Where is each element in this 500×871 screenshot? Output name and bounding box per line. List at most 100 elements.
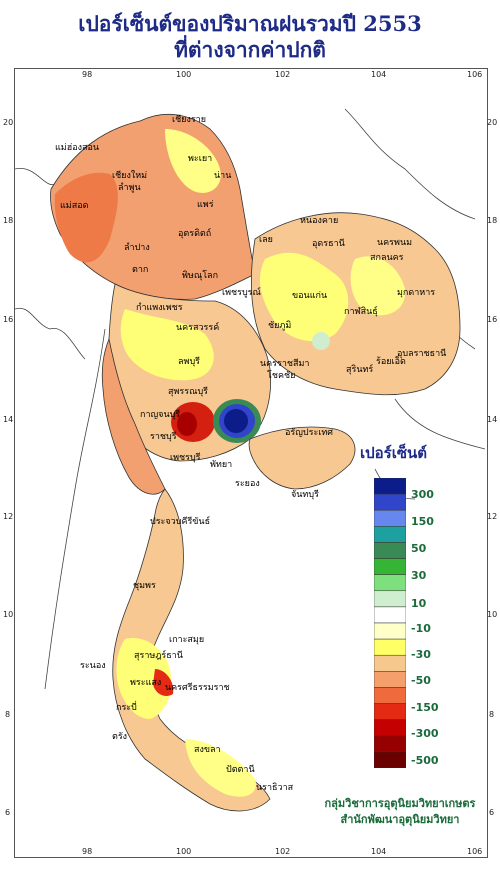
legend-label: -50 [411, 674, 431, 687]
legend-swatch [374, 526, 406, 543]
lon-tick-106-top: 106 [467, 70, 483, 79]
legend-swatch [374, 687, 406, 704]
legend-label: 50 [411, 542, 427, 555]
lon-tick-102-bottom: 102 [275, 847, 291, 856]
lat-tick-14-left: 14 [3, 415, 14, 424]
lat-tick-16-right: 16 [487, 315, 498, 324]
legend-swatch [374, 574, 406, 592]
province-label: โชคชัย [267, 371, 296, 381]
lat-tick-8-left: 8 [5, 710, 11, 719]
province-label: น่าน [214, 171, 232, 181]
province-label: ชุมพร [133, 581, 156, 591]
province-label: ระยอง [235, 479, 260, 489]
province-label: อุตรดิตถ์ [178, 229, 212, 239]
legend-label: 150 [411, 515, 434, 528]
province-label: นราธิวาส [256, 783, 294, 793]
lat-tick-12-left: 12 [3, 512, 14, 521]
legend-label: 30 [411, 569, 427, 582]
province-label: มุกดาหาร [397, 288, 436, 298]
province-label: กระบี่ [116, 703, 137, 713]
lat-tick-8-right: 8 [489, 710, 495, 719]
province-label: ลำปาง [124, 243, 150, 253]
legend-label: 10 [411, 597, 427, 610]
legend-color-bar [374, 478, 406, 768]
lon-tick-100-top: 100 [176, 70, 192, 79]
lat-tick-12-right: 12 [487, 512, 498, 521]
legend-label: -150 [411, 701, 439, 714]
legend-swatch [374, 703, 406, 720]
province-label: เลย [259, 235, 273, 245]
province-label: หนองคาย [300, 216, 339, 226]
province-label: สงขลา [194, 745, 221, 755]
province-label: กาญจนบุรี [140, 410, 181, 420]
province-label: แม่ฮ่องสอน [55, 143, 100, 153]
province-label: พิษณุโลก [182, 271, 219, 281]
legend-swatch [374, 558, 406, 575]
province-label: ร้อยเอ็ด [376, 357, 406, 367]
province-label: เชียงราย [172, 115, 207, 125]
province-label: สุพรรณบุรี [168, 387, 208, 397]
province-label: ลำพูน [118, 183, 141, 193]
legend-swatch [374, 719, 406, 737]
region-east [248, 426, 356, 490]
lat-tick-10-left: 10 [3, 610, 14, 619]
rayong-anomaly [312, 332, 330, 350]
province-label: ระนอง [80, 661, 106, 671]
legend-swatch [374, 654, 406, 672]
province-label: เชียงใหม่ [112, 171, 148, 181]
province-label: ตรัง [112, 732, 128, 742]
credit-line-2: สำนักพัฒนาอุตุนิยมวิทยา [340, 813, 460, 826]
legend-swatch [374, 493, 406, 511]
province-label: ตาก [132, 265, 149, 275]
region-north-west-dry [54, 172, 118, 263]
map-title: เปอร์เซ็นต์ของปริมาณฝนรวมปี 2553 [78, 11, 422, 36]
province-label: นครสวรรค์ [176, 323, 220, 333]
province-label: สกลนคร [370, 253, 404, 263]
legend-swatch [374, 735, 406, 753]
legend-swatch [374, 622, 406, 640]
region-west [101, 337, 166, 495]
legend-label: -30 [411, 648, 431, 661]
anomaly-blue-core [224, 409, 248, 433]
province-label: กำแพงเพชร [136, 303, 183, 313]
province-label: พระแสง [130, 678, 162, 688]
region-central-yellow [120, 309, 214, 381]
province-label: เพชรบุรี [170, 453, 201, 463]
province-label: นครศรีธรรมราช [165, 683, 230, 693]
province-label: ลพบุรี [178, 357, 200, 367]
province-label: ประจวบคีรีขันธ์ [150, 517, 211, 527]
lat-tick-20-right: 20 [487, 118, 498, 127]
province-label: นครพนม [377, 238, 413, 248]
region-south-yellow2 [185, 739, 256, 797]
province-label: นครราชสีมา [260, 359, 310, 369]
lon-tick-104-bottom: 104 [371, 847, 387, 856]
legend-swatch [374, 671, 406, 688]
lat-tick-18-left: 18 [3, 216, 14, 225]
province-label: แพร่ [197, 200, 214, 210]
province-label: กาฬสินธุ์ [344, 307, 378, 317]
legend-label: 300 [411, 488, 434, 501]
lat-tick-10-right: 10 [487, 610, 498, 619]
map-frame [14, 68, 488, 858]
region-northeast-yellow2 [350, 256, 406, 316]
province-label: อุบลราชธานี [397, 349, 447, 359]
province-label: อรัญประเทศ [285, 428, 334, 438]
province-label: ปัตตานี [226, 765, 255, 775]
lat-tick-18-right: 18 [487, 216, 498, 225]
legend-label: -500 [411, 754, 439, 767]
region-north-east-patch [165, 129, 221, 193]
region-northeast-yellow [259, 252, 349, 342]
credit-line-1: กลุ่มวิชาการอุตุนิยมวิทยาเกษตร [324, 797, 476, 810]
lon-tick-98-bottom: 98 [82, 847, 93, 856]
province-label: ขอนแก่น [292, 291, 328, 301]
lon-tick-102-top: 102 [275, 70, 291, 79]
province-label: สุรินทร์ [346, 365, 374, 375]
legend-swatch [374, 478, 406, 495]
province-label: พะเยา [188, 154, 213, 164]
province-label: พัทยา [210, 460, 233, 470]
province-label: จันทบุรี [291, 490, 319, 500]
legend-swatch [374, 542, 406, 559]
legend-label: -10 [411, 622, 431, 635]
region-south-red [153, 669, 174, 696]
province-label: แม่สอด [60, 201, 89, 211]
